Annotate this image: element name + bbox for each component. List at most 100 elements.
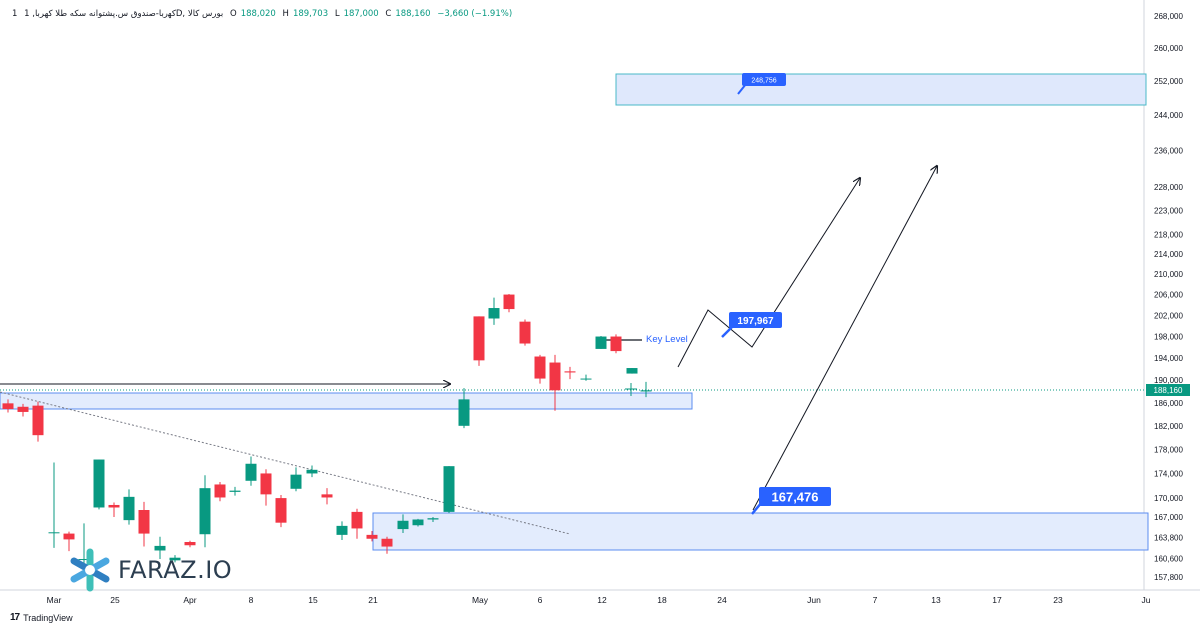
candle-body[interactable] — [381, 538, 393, 547]
candle-body[interactable] — [640, 390, 652, 392]
candle-body[interactable] — [427, 518, 439, 520]
tradingview-icon: 17 — [10, 612, 20, 623]
faraz-asterisk-icon — [70, 548, 110, 592]
candle-body[interactable] — [595, 336, 607, 349]
time-tick: Ju — [1142, 595, 1151, 605]
time-tick: Apr — [183, 595, 196, 605]
zone-top[interactable] — [615, 73, 1147, 106]
candle-body[interactable] — [123, 496, 135, 521]
candle-body[interactable] — [412, 519, 424, 526]
candle-body[interactable] — [214, 484, 226, 498]
candle-body[interactable] — [138, 510, 150, 534]
candle-body[interactable] — [63, 533, 75, 540]
callout-top-text: 248,756 — [751, 78, 776, 85]
price-tick: 210,000 — [1154, 270, 1183, 279]
candle-body[interactable] — [199, 488, 211, 535]
time-tick: 6 — [538, 595, 543, 605]
candle-body[interactable] — [245, 463, 257, 481]
legend-change: −3,660 (−1.91%) — [437, 9, 513, 19]
candle-body[interactable] — [519, 321, 531, 344]
candle-body[interactable] — [610, 336, 622, 352]
candle-body[interactable] — [260, 473, 272, 495]
callout-mid-text: 197,967 — [737, 316, 774, 327]
candle-body[interactable] — [2, 403, 14, 410]
faraz-logo: FARAZ.IO — [68, 548, 232, 592]
price-tick: 214,000 — [1154, 250, 1183, 259]
key-level-label: Key Level — [646, 334, 688, 345]
legend-symbol[interactable]: ﮐﻬربا-صندوق س.پشتوانه سکه طلا کهربا, 1D,… — [24, 9, 224, 19]
price-tick: 160,600 — [1154, 554, 1183, 563]
candle-body[interactable] — [534, 356, 546, 379]
price-tick: 260,000 — [1154, 44, 1183, 53]
candle-body[interactable] — [93, 459, 105, 508]
candle-body[interactable] — [488, 308, 500, 319]
price-tick: 174,000 — [1154, 469, 1183, 478]
candle-body[interactable] — [108, 504, 120, 508]
candle-body[interactable] — [17, 406, 29, 412]
candle-body[interactable] — [290, 474, 302, 489]
time-tick: 18 — [657, 595, 667, 605]
price-tick: 190,000 — [1154, 376, 1183, 385]
candle-body[interactable] — [275, 498, 287, 523]
price-tick: 170,000 — [1154, 494, 1183, 503]
legend-close-label: C — [385, 9, 392, 19]
candle-body[interactable] — [154, 545, 166, 551]
candle-body[interactable] — [184, 541, 196, 546]
tradingview-logo[interactable]: 17 TradingView — [10, 612, 73, 623]
symbol-legend: 1 ﮐﻬربا-صندوق س.پشتوانه سکه طلا کهربا, 1… — [12, 9, 516, 19]
candle-body[interactable] — [336, 525, 348, 535]
candle-body[interactable] — [321, 494, 333, 498]
legend-low-label: L — [334, 9, 340, 19]
candle-body[interactable] — [32, 405, 44, 436]
zone-mid[interactable] — [0, 392, 693, 410]
candle-body[interactable] — [48, 532, 60, 534]
price-tick: 182,000 — [1154, 422, 1183, 431]
candle-body[interactable] — [626, 368, 638, 374]
candle-body[interactable] — [397, 520, 409, 530]
zone-low[interactable] — [372, 512, 1149, 551]
time-tick: 13 — [931, 595, 941, 605]
candle-body[interactable] — [306, 469, 318, 474]
price-axis[interactable]: 268,000 260,000 252,000 244,000 236,000 228,0… — [1154, 12, 1183, 582]
last-price-tag: 188,160 — [1146, 384, 1190, 396]
price-tick: 252,000 — [1154, 77, 1183, 86]
time-tick: 15 — [308, 595, 318, 605]
candle-body[interactable] — [443, 466, 455, 512]
time-tick: May — [472, 595, 489, 605]
faraz-wordmark: FARAZ.IO — [118, 556, 233, 584]
callout-mid[interactable]: 197,967 — [721, 312, 782, 338]
candle-body[interactable] — [458, 399, 470, 426]
time-tick: 8 — [249, 595, 254, 605]
price-tick: 157,800 — [1154, 573, 1183, 582]
trend-line[interactable] — [0, 391, 571, 535]
time-tick: 24 — [717, 595, 727, 605]
candle-body[interactable] — [366, 534, 378, 539]
candle-body[interactable] — [229, 490, 241, 492]
price-tick: 198,000 — [1154, 333, 1183, 342]
candle-body[interactable] — [564, 371, 576, 373]
candle-body[interactable] — [549, 362, 561, 391]
candle-body[interactable] — [169, 557, 181, 561]
candle-body[interactable] — [78, 559, 90, 561]
price-tick: 167,000 — [1154, 513, 1183, 522]
candle-body[interactable] — [580, 378, 592, 380]
legend-open-label: O — [229, 9, 237, 19]
candle-body[interactable] — [351, 511, 363, 529]
price-tick: 223,000 — [1154, 207, 1183, 216]
candles-group — [2, 294, 652, 563]
callout-low[interactable]: 167,476 — [751, 487, 831, 515]
tradingview-label: TradingView — [23, 612, 73, 623]
time-axis[interactable]: Mar 25 Apr 8 15 21 May 6 12 18 24 Jun 7 13 17 23 Ju — [47, 595, 1151, 605]
candle-body[interactable] — [473, 316, 485, 361]
legend-interval: 1 — [12, 9, 18, 19]
time-tick: 25 — [110, 595, 120, 605]
callout-top[interactable]: 248,756 — [737, 73, 786, 95]
legend-open: 188,020 — [240, 9, 276, 19]
projection-path-1[interactable] — [677, 178, 860, 368]
time-tick: 23 — [1053, 595, 1063, 605]
price-tick: 186,000 — [1154, 399, 1183, 408]
candle-body[interactable] — [503, 294, 515, 310]
projection-path-2[interactable] — [752, 166, 937, 511]
price-tick: 202,000 — [1154, 311, 1183, 320]
